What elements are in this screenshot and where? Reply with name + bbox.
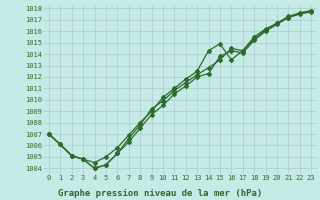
Text: Graphe pression niveau de la mer (hPa): Graphe pression niveau de la mer (hPa) [58, 189, 262, 198]
